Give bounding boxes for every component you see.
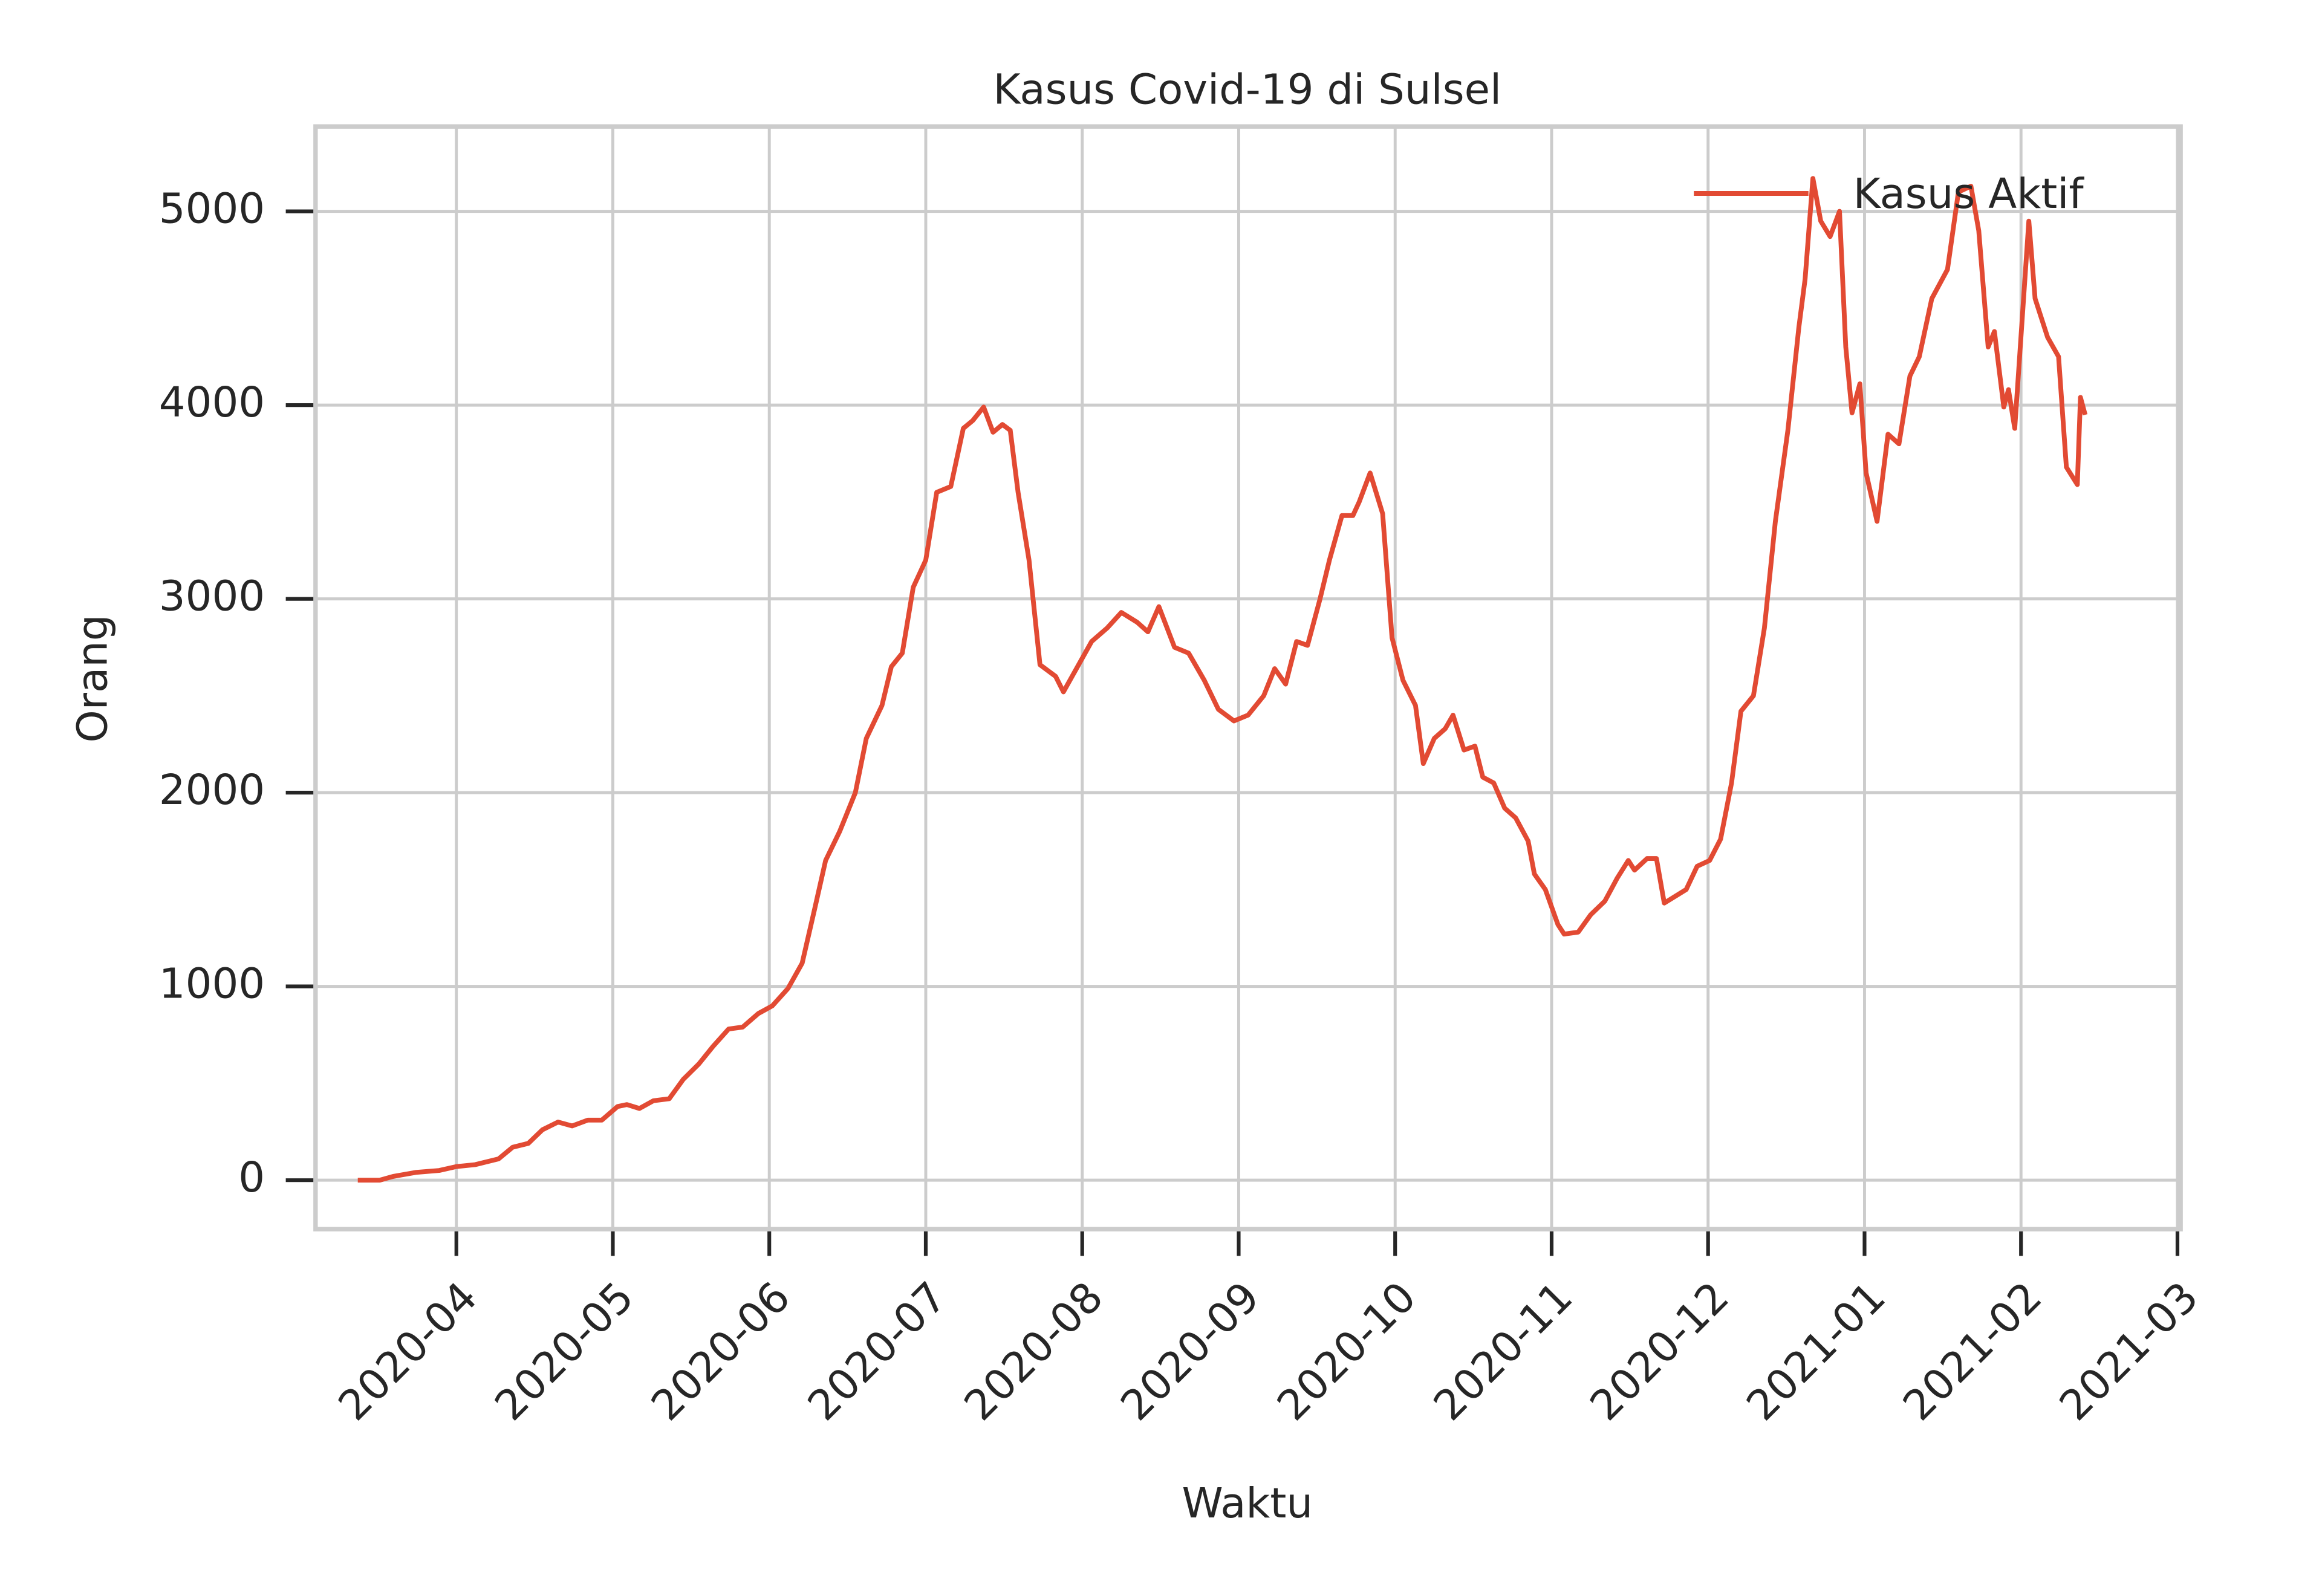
- plot-frame: [313, 124, 2183, 1231]
- y-tick-label: 1000: [159, 960, 265, 1008]
- y-tick-label: 3000: [159, 573, 265, 621]
- chart-title: Kasus Covid-19 di Sulsel: [993, 66, 1501, 114]
- x-axis-label: Waktu: [1182, 1479, 1313, 1528]
- y-axis-label: Orang: [69, 614, 117, 742]
- y-tick-label: 2000: [159, 766, 265, 814]
- y-tick-label: 4000: [159, 378, 265, 427]
- y-tick-label: 0: [238, 1153, 265, 1202]
- y-tick-label: 5000: [159, 185, 265, 233]
- legend-label: Kasus Aktif: [1853, 170, 2085, 218]
- data-line: [357, 176, 2088, 1183]
